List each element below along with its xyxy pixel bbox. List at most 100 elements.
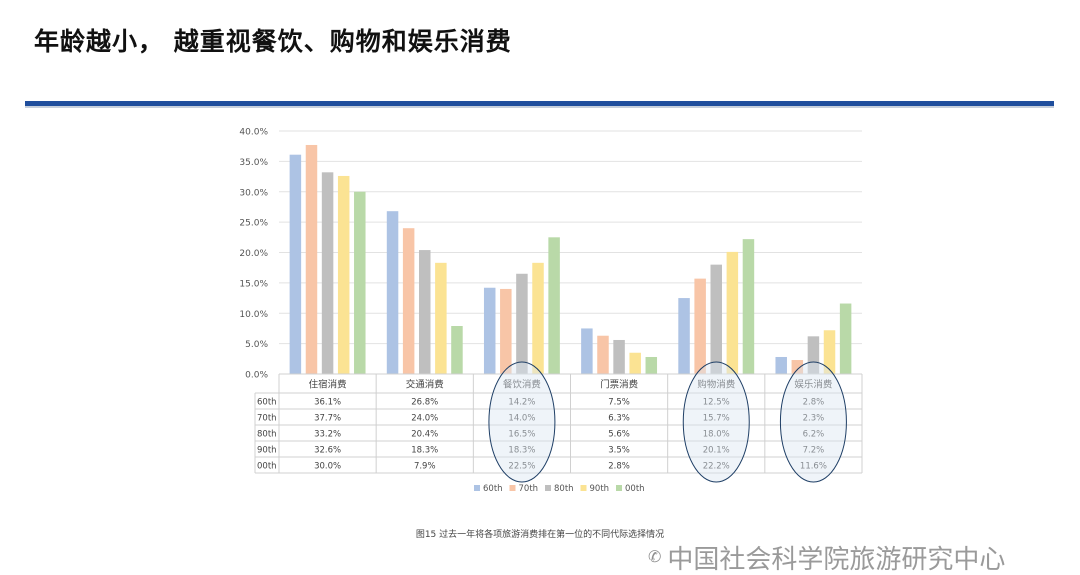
data-label: 6.3% [608,413,630,423]
watermark-text: 中国社会科学院旅游研究中心 [667,545,1006,575]
bar-80th [807,336,820,374]
data-label: 22.5% [508,461,535,471]
data-label: 14.2% [508,397,535,407]
x-tick-label: 交通消费 [406,379,444,391]
data-label: 26.8% [411,397,438,407]
slide-title: 年龄越小， 越重视餐饮、购物和娱乐消费 [34,27,512,56]
data-label: 5.6% [608,429,630,439]
data-label: 2.8% [608,461,630,471]
highlight-ellipse [488,361,556,483]
data-label: 11.6% [800,461,827,471]
bar-60th [775,356,787,374]
y-tick-label: 5.0% [245,340,268,350]
bar-80th [613,339,625,374]
data-label: 20.1% [703,445,730,455]
legend-label: 80th [554,484,574,494]
y-tick-label: 0.0% [245,371,268,381]
bar-60th [289,154,302,374]
legend-label: 70th [519,484,539,494]
x-tick-label: 购物消费 [697,379,735,391]
legend-label: 90th [590,484,610,494]
bar-90th [629,352,641,374]
data-label: 6.2% [803,429,825,439]
legend: 60th 70th 80th 90th 00th [474,484,645,494]
data-label: 7.2% [803,445,825,455]
bar-70th [402,228,415,374]
data-label: 32.6% [314,445,341,455]
legend-label: 00th [625,484,645,494]
y-tick-label: 30.0% [239,188,268,198]
x-tick-label: 门票消费 [600,379,638,391]
data-label: 18.3% [411,445,438,455]
title-rule-shadow [25,106,1054,108]
bar-60th [581,328,593,374]
data-table: 住宿消费 交通消费 餐饮消费 门票消费 购物消费 娱乐消费 60th 36.1% 26.8% 14… [254,373,863,474]
bar-60th [386,211,399,374]
data-label: 14.0% [508,413,535,423]
data-label: 2.3% [803,413,825,423]
title-rule [25,101,1054,106]
data-label: 36.1% [314,397,341,407]
gridlines [279,130,862,345]
y-tick-label: 20.0% [239,249,268,259]
data-label: 22.2% [703,461,730,471]
x-tick-label: 住宿消费 [309,379,347,391]
bar-80th [710,264,722,374]
highlight-ellipse [779,361,847,483]
data-label: 18.3% [508,445,535,455]
wechat-icon: ✆ [648,547,662,566]
bar-60th [483,287,496,374]
table-row-label: 70th [257,413,277,423]
legend-swatch [616,485,622,491]
table-row-label: 90th [257,445,277,455]
data-label: 18.0% [703,429,730,439]
bar-90th [823,330,836,374]
bar-90th [726,251,739,374]
data-label: 20.4% [411,429,438,439]
bar-80th [419,250,431,374]
data-label: 7.9% [414,461,436,471]
bar-90th [435,262,447,374]
x-tick-label: 娱乐消费 [794,379,832,391]
bar-70th [597,335,609,374]
y-tick-label: 15.0% [239,279,268,289]
bar-90th [532,262,544,374]
legend-label: 60th [483,484,503,494]
bar-70th [694,278,706,374]
bar-70th [791,360,804,374]
data-label: 33.2% [314,429,341,439]
bar-60th [678,298,690,374]
bar-80th [516,273,528,374]
y-tick-label: 40.0% [239,128,268,138]
bar-chart: 0.0% 5.0% 10.0% 15.0% 20.0% 25.0% 30.0% 35.0% 40… [239,128,863,494]
data-label: 7.5% [608,397,630,407]
bar-00th [839,303,852,374]
legend-swatch [474,485,480,491]
data-label: 30.0% [314,461,341,471]
bar-80th [321,172,334,374]
bars [289,144,852,374]
bar-70th [305,144,318,374]
y-axis-tick-labels: 0.0% 5.0% 10.0% 15.0% 20.0% 25.0% 30.0% 35.0% 40… [239,128,268,381]
x-tick-label: 餐饮消费 [503,379,541,391]
bar-00th [354,191,366,374]
bar-00th [548,237,560,374]
legend-swatch [545,485,551,491]
data-label: 37.7% [314,413,341,423]
legend-swatch [580,485,587,491]
bar-00th [742,239,755,374]
table-row-label: 80th [257,429,277,439]
data-label: 24.0% [411,413,438,423]
table-row-label: 00th [257,461,277,471]
y-tick-label: 25.0% [239,219,268,229]
data-label: 3.5% [608,445,630,455]
bar-00th [451,326,463,374]
y-tick-label: 10.0% [239,310,268,320]
bar-70th [500,288,512,374]
figure-caption: 图15 过去一年将各项旅游消费排在第一位的不同代际选择情况 [415,530,665,540]
data-label: 2.8% [803,397,825,407]
bar-00th [645,356,658,374]
data-label: 15.7% [703,413,730,423]
highlight-ellipse [682,361,750,483]
bar-90th [337,175,350,374]
